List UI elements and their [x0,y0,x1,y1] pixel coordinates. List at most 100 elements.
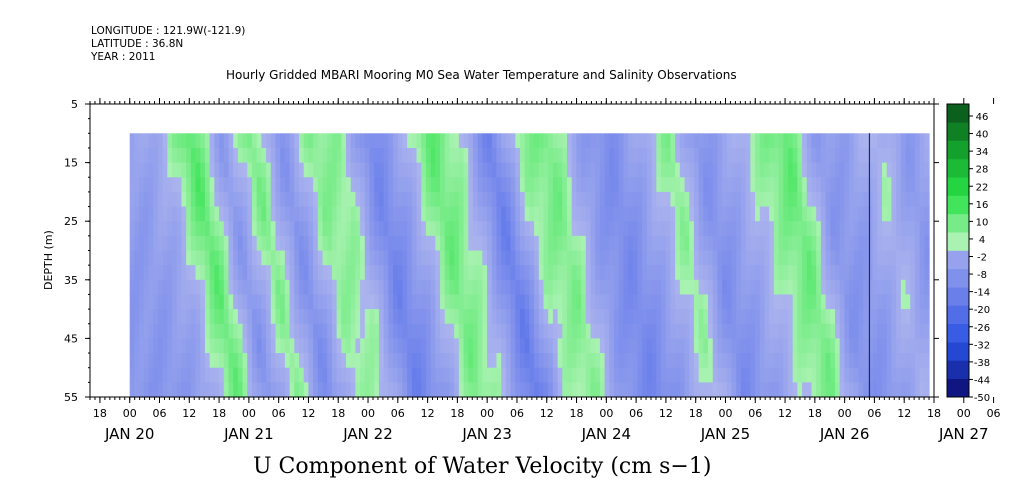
heatmap-cell [914,367,921,383]
heatmap-cell [388,221,394,237]
heatmap-cell [632,177,639,193]
heatmap-cell [153,382,159,398]
heatmap-cell [905,279,911,296]
heatmap-cell [886,147,893,164]
heatmap-cell [910,265,916,281]
heatmap-cell [515,177,521,193]
heatmap-cell [402,382,408,398]
heatmap-cell [745,338,751,354]
heatmap-cell [162,309,168,325]
heatmap-cell [576,382,582,398]
heatmap-cell [242,250,248,266]
heatmap-cell [755,250,761,266]
heatmap-cell [708,191,714,208]
heatmap-cell [581,191,587,208]
heatmap-cell [298,235,305,252]
heatmap-cell [769,279,775,296]
heatmap-cell [256,206,262,222]
heatmap-cell [755,235,761,252]
heatmap-cell [472,265,479,281]
heatmap-cell [820,338,827,354]
heatmap-cell [204,323,211,339]
heatmap-cell [242,162,248,178]
heatmap-cell [534,162,540,178]
heatmap-cell [534,353,540,369]
heatmap-cell [811,309,817,325]
heatmap-cell [425,353,432,369]
heatmap-cell [454,191,460,208]
heatmap-cell [134,221,140,237]
heatmap-cell [543,147,549,164]
heatmap-cell [599,265,606,281]
heatmap-cell [289,221,295,237]
heatmap-cell [360,309,366,325]
heatmap-cell [562,133,568,149]
heatmap-cell [919,147,925,164]
heatmap-cell [501,206,507,222]
heatmap-cell [698,177,704,193]
heatmap-cell [708,279,714,296]
heatmap-cell [764,353,770,369]
heatmap-cell [440,235,446,252]
heatmap-cell [839,133,845,149]
heatmap-cell [228,294,234,310]
heatmap-cell [421,177,427,193]
heatmap-cell [802,177,808,193]
heatmap-cell [618,323,625,339]
heatmap-cell [411,133,418,149]
heatmap-cell [411,221,418,237]
heatmap-cell [298,250,305,266]
heatmap-cell [534,382,540,398]
heatmap-cell [134,235,140,252]
heatmap-cell [233,279,239,296]
heatmap-cell [858,382,864,398]
heatmap-cell [219,162,225,178]
heatmap-cell [924,235,930,252]
heatmap-cell [435,323,441,339]
heatmap-cell [472,235,479,252]
heatmap-cell [242,367,248,383]
heatmap-cell [388,382,394,398]
heatmap-cell [153,162,159,178]
heatmap-cell [618,250,625,266]
heatmap-cell [284,250,291,266]
heatmap-cell [628,133,634,149]
heatmap-cell [618,147,625,164]
heatmap-cell [769,162,775,178]
heatmap-cell [726,162,733,178]
heatmap-cell [778,133,784,149]
heatmap-cell [698,279,704,296]
heatmap-cell [369,250,375,266]
heatmap-cell [219,206,225,222]
heatmap-cell [689,279,695,296]
heatmap-cell [322,162,328,178]
heatmap-cell [731,367,737,383]
heatmap-cell [910,367,916,383]
heatmap-cell [618,133,625,149]
heatmap-cell [505,177,512,193]
heatmap-cell [825,206,831,222]
heatmap-cell [830,191,836,208]
heatmap-cell [882,147,888,164]
heatmap-cell [350,367,357,383]
heatmap-cell [308,133,314,149]
heatmap-cell [294,206,300,222]
heatmap-cell [811,323,817,339]
heatmap-cell [712,265,719,281]
heatmap-cell [515,338,521,354]
heatmap-cell [280,309,286,325]
heatmap-cell [430,309,436,325]
heatmap-cell [186,294,192,310]
heatmap-cell [228,177,234,193]
heatmap-cell [172,206,178,222]
x-tick-label: 00 [361,407,375,420]
heatmap-cell [830,279,836,296]
heatmap-cell [524,177,530,193]
heatmap-cell [515,206,521,222]
heatmap-cell [477,309,483,325]
heatmap-cell [256,133,262,149]
heatmap-cell [571,221,577,237]
heatmap-cell [280,177,286,193]
heatmap-cell [731,353,737,369]
heatmap-cell [505,133,512,149]
